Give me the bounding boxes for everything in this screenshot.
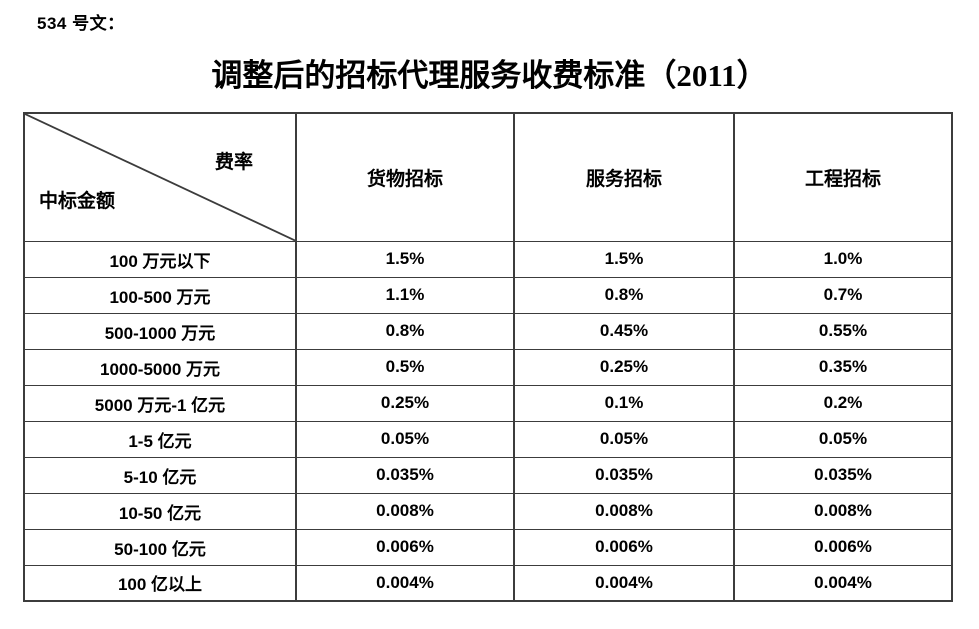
fee-value-cell: 0.8%	[513, 276, 735, 314]
column-header-services: 服务招标	[513, 112, 735, 242]
row-label-cell: 100 万元以下	[23, 240, 297, 278]
table-corner-cell: 费率 中标金额	[23, 112, 297, 242]
fee-value-cell: 0.006%	[733, 528, 953, 566]
fee-value-cell: 1.0%	[733, 240, 953, 278]
table-row: 1000-5000 万元 0.5% 0.25% 0.35%	[23, 348, 953, 386]
fee-value-cell: 0.35%	[733, 348, 953, 386]
table-row: 5-10 亿元 0.035% 0.035% 0.035%	[23, 456, 953, 494]
fee-rate-table: 费率 中标金额 货物招标 服务招标 工程招标 100 万元以下 1.5% 1.5…	[23, 112, 953, 602]
page-title: 调整后的招标代理服务收费标准（2011）	[211, 58, 768, 93]
row-label-cell: 100 亿以上	[23, 564, 297, 602]
fee-value-cell: 0.008%	[513, 492, 735, 530]
table-row: 10-50 亿元 0.008% 0.008% 0.008%	[23, 492, 953, 530]
column-header-engineering: 工程招标	[733, 112, 953, 242]
table-row: 500-1000 万元 0.8% 0.45% 0.55%	[23, 312, 953, 350]
diagonal-divider-line	[25, 114, 295, 241]
fee-value-cell: 1.5%	[513, 240, 735, 278]
fee-value-cell: 1.5%	[295, 240, 515, 278]
fee-value-cell: 0.035%	[513, 456, 735, 494]
fee-value-cell: 0.2%	[733, 384, 953, 422]
row-label-cell: 5000 万元-1 亿元	[23, 384, 297, 422]
row-label-cell: 1-5 亿元	[23, 420, 297, 458]
row-label-cell: 100-500 万元	[23, 276, 297, 314]
fee-value-cell: 0.55%	[733, 312, 953, 350]
fee-value-cell: 0.004%	[295, 564, 515, 602]
fee-value-cell: 0.006%	[513, 528, 735, 566]
fee-value-cell: 0.05%	[295, 420, 515, 458]
table-row: 1-5 亿元 0.05% 0.05% 0.05%	[23, 420, 953, 458]
fee-value-cell: 0.7%	[733, 276, 953, 314]
table-row: 100 亿以上 0.004% 0.004% 0.004%	[23, 564, 953, 602]
row-label-cell: 500-1000 万元	[23, 312, 297, 350]
fee-value-cell: 0.25%	[513, 348, 735, 386]
fee-value-cell: 0.008%	[295, 492, 515, 530]
fee-value-cell: 0.035%	[733, 456, 953, 494]
row-label-cell: 1000-5000 万元	[23, 348, 297, 386]
fee-value-cell: 0.25%	[295, 384, 515, 422]
table-row: 100 万元以下 1.5% 1.5% 1.0%	[23, 240, 953, 278]
fee-value-cell: 0.45%	[513, 312, 735, 350]
table-row: 100-500 万元 1.1% 0.8% 0.7%	[23, 276, 953, 314]
row-label-cell: 10-50 亿元	[23, 492, 297, 530]
fee-value-cell: 0.006%	[295, 528, 515, 566]
corner-label-fee-rate: 费率	[214, 152, 253, 173]
corner-label-bid-amount: 中标金额	[39, 190, 116, 212]
table-row: 50-100 亿元 0.006% 0.006% 0.006%	[23, 528, 953, 566]
fee-value-cell: 0.004%	[513, 564, 735, 602]
fee-value-cell: 0.8%	[295, 312, 515, 350]
column-header-goods: 货物招标	[295, 112, 515, 242]
row-label-cell: 50-100 亿元	[23, 528, 297, 566]
fee-value-cell: 0.035%	[295, 456, 515, 494]
fee-value-cell: 0.5%	[295, 348, 515, 386]
fee-value-cell: 0.05%	[513, 420, 735, 458]
table-row: 5000 万元-1 亿元 0.25% 0.1% 0.2%	[23, 384, 953, 422]
fee-value-cell: 1.1%	[295, 276, 515, 314]
doc-number-label: 534 号文：	[37, 14, 125, 33]
fee-value-cell: 0.004%	[733, 564, 953, 602]
fee-value-cell: 0.05%	[733, 420, 953, 458]
fee-value-cell: 0.1%	[513, 384, 735, 422]
header-row: 费率 中标金额 货物招标 服务招标 工程招标	[23, 112, 953, 242]
fee-value-cell: 0.008%	[733, 492, 953, 530]
row-label-cell: 5-10 亿元	[23, 456, 297, 494]
